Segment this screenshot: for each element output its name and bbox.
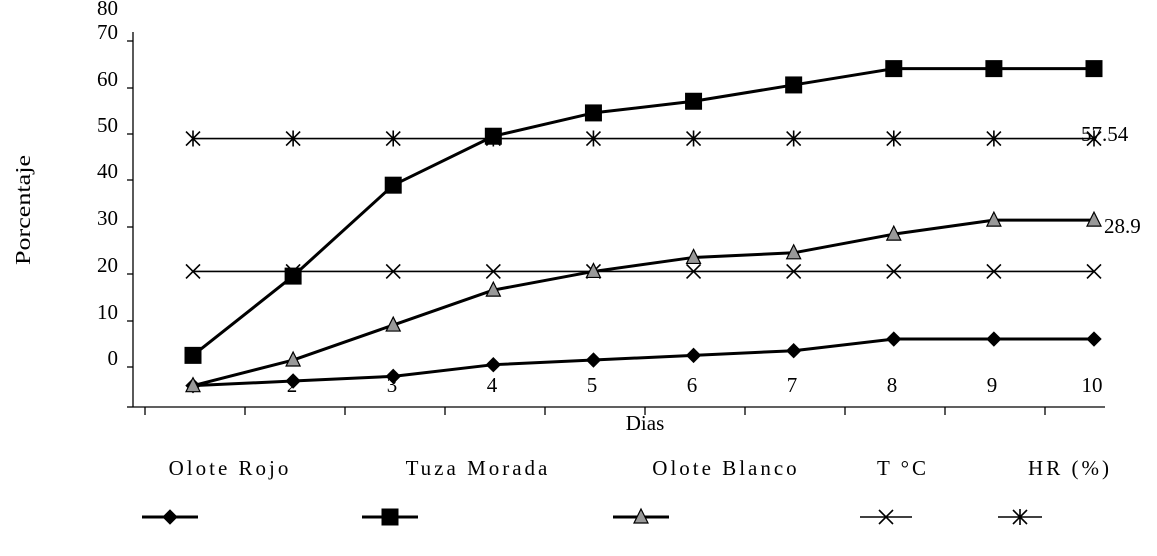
series-line-olote-blanco bbox=[192, 218, 1094, 388]
data-point-t-c bbox=[485, 263, 501, 280]
data-point-olote-blanco bbox=[785, 243, 802, 260]
series-hr bbox=[185, 130, 1102, 147]
x-tick-label: 8 bbox=[887, 373, 898, 397]
data-point-t-c bbox=[986, 263, 1002, 280]
series-tuza-morada bbox=[184, 60, 1103, 364]
y-tick-label: 0 bbox=[108, 346, 119, 370]
y-tick-label: 40 bbox=[97, 159, 118, 183]
data-point-tuza-morada bbox=[384, 176, 402, 194]
series-olote-blanco bbox=[185, 210, 1102, 393]
data-point-hr bbox=[886, 130, 902, 147]
x-tick-label: 7 bbox=[787, 373, 798, 397]
y-tick-label: 50 bbox=[97, 113, 118, 137]
legend-marker-olote-blanco bbox=[633, 507, 649, 524]
data-point-olote-rojo bbox=[1086, 331, 1102, 347]
y-tick-label: 30 bbox=[97, 206, 118, 230]
data-point-olote-rojo bbox=[685, 347, 702, 364]
data-point-hr bbox=[385, 130, 401, 147]
data-point-hr bbox=[685, 130, 702, 147]
data-point-tuza-morada bbox=[885, 60, 903, 78]
legend-symbol-olote-rojo bbox=[142, 509, 198, 525]
olote-blanco-end-annotation: 28.9 bbox=[1104, 214, 1141, 238]
data-point-t-c bbox=[886, 263, 902, 280]
data-point-olote-blanco bbox=[385, 315, 402, 332]
data-point-tuza-morada bbox=[1085, 60, 1103, 78]
legend-label-olote-blanco: Olote Blanco bbox=[652, 456, 799, 480]
y-tick-label: 60 bbox=[97, 67, 118, 91]
data-point-hr bbox=[185, 130, 201, 147]
data-point-tuza-morada bbox=[284, 267, 302, 285]
series-line-tuza-morada bbox=[192, 67, 1094, 357]
data-point-tuza-morada bbox=[985, 60, 1003, 78]
legend-symbol-tuza-morada bbox=[362, 508, 418, 526]
legend-marker-olote-rojo bbox=[162, 509, 178, 525]
data-point-olote-blanco bbox=[985, 210, 1002, 227]
legend-symbol-olote-blanco bbox=[613, 507, 669, 524]
data-point-olote-rojo bbox=[886, 331, 902, 347]
x-tick-label: 9 bbox=[987, 373, 998, 397]
data-point-hr bbox=[786, 130, 802, 147]
data-point-tuza-morada bbox=[484, 127, 502, 145]
legend-label-tuza-morada: Tuza Morada bbox=[406, 456, 551, 480]
data-point-tuza-morada bbox=[584, 104, 602, 122]
series-line-olote-rojo bbox=[192, 337, 1094, 388]
x-tick-label: 4 bbox=[487, 373, 498, 397]
data-point-hr bbox=[1086, 130, 1102, 147]
legend-label-olote-rojo: Olote Rojo bbox=[169, 456, 292, 480]
legend: Olote Rojo Tuza Morada Olote Blanco T °C HR … bbox=[142, 456, 1112, 526]
data-point-olote-blanco bbox=[185, 376, 201, 393]
data-point-tuza-morada bbox=[184, 346, 202, 364]
data-point-hr bbox=[585, 130, 602, 147]
legend-marker-t-c bbox=[878, 509, 894, 525]
data-point-olote-blanco bbox=[885, 224, 902, 241]
legend-symbol-t-c bbox=[860, 509, 912, 525]
x-tick-label: 6 bbox=[687, 373, 698, 397]
data-point-hr bbox=[986, 130, 1002, 147]
x-axis-title: Dias bbox=[626, 411, 665, 435]
hr-end-annotation: 57.54 bbox=[1081, 122, 1129, 146]
y-tick-label: 80 bbox=[97, 0, 118, 20]
data-point-olote-rojo bbox=[986, 331, 1002, 347]
data-point-olote-blanco bbox=[1086, 210, 1102, 227]
legend-symbol-hr bbox=[998, 509, 1042, 525]
data-point-olote-blanco bbox=[685, 248, 702, 265]
data-point-t-c bbox=[685, 263, 702, 280]
data-point-t-c bbox=[385, 263, 401, 280]
series-olote-rojo bbox=[185, 331, 1102, 394]
data-point-t-c bbox=[1086, 263, 1102, 280]
legend-label-t-c: T °C bbox=[877, 456, 929, 480]
data-point-olote-rojo bbox=[585, 352, 602, 368]
data-point-olote-rojo bbox=[285, 373, 301, 389]
data-point-t-c bbox=[185, 263, 201, 280]
data-point-tuza-morada bbox=[785, 76, 803, 94]
data-point-olote-blanco bbox=[585, 262, 602, 279]
data-point-hr bbox=[285, 130, 301, 147]
data-point-olote-rojo bbox=[485, 356, 502, 373]
x-axis: 2345678910 bbox=[133, 373, 1105, 415]
series-layer bbox=[184, 60, 1103, 394]
x-tick-label: 5 bbox=[587, 373, 598, 397]
data-point-olote-blanco bbox=[285, 350, 302, 367]
y-axis-title: Porcentaje bbox=[11, 155, 35, 265]
series-t-c bbox=[185, 263, 1102, 280]
data-point-olote-blanco bbox=[485, 280, 502, 297]
x-tick-label: 10 bbox=[1082, 373, 1103, 397]
y-tick-label: 10 bbox=[97, 300, 118, 324]
data-point-t-c bbox=[786, 263, 802, 280]
data-point-olote-rojo bbox=[785, 342, 802, 359]
data-point-olote-rojo bbox=[385, 368, 401, 385]
legend-label-hr: HR (%) bbox=[1028, 456, 1112, 480]
y-tick-label: 20 bbox=[97, 253, 118, 277]
legend-marker-hr bbox=[1012, 509, 1028, 525]
legend-marker-tuza-morada bbox=[381, 508, 399, 526]
y-tick-label: 70 bbox=[97, 20, 118, 44]
data-point-tuza-morada bbox=[685, 92, 703, 110]
x-tick-label: 3 bbox=[387, 373, 398, 397]
